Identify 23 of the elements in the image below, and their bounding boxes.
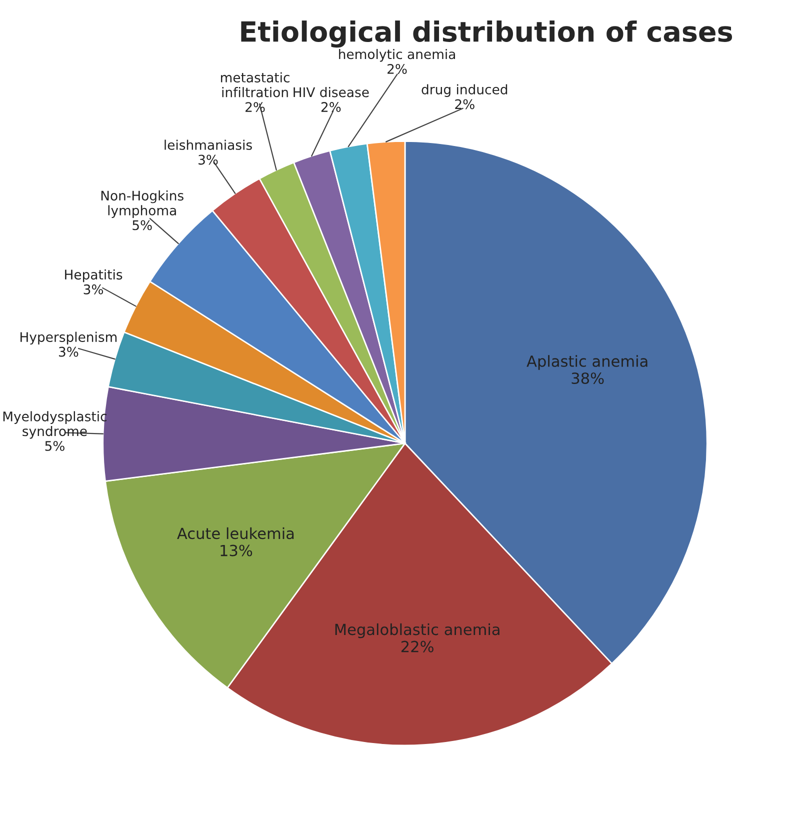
chart-title: Etiological distribution of cases <box>241 20 732 48</box>
slice-label: metastatic infiltration <box>221 72 290 98</box>
data-label: 2% <box>388 64 407 74</box>
slice-label: Hepatitis <box>65 269 122 282</box>
slice-label: Non-Hogkins lymphoma <box>101 190 184 218</box>
slice-label: HIV disease <box>294 87 369 98</box>
data-label: 22% <box>401 640 434 652</box>
data-label: 3% <box>58 346 78 357</box>
data-label: 3% <box>198 154 218 165</box>
data-label: 2% <box>455 99 474 110</box>
slice-label: hemolytic anemia <box>339 48 455 62</box>
data-label: 5% <box>45 440 64 451</box>
slice-label: Acute leukemia <box>177 527 294 540</box>
data-label: 2% <box>321 102 341 112</box>
slice-label: drug induced <box>422 84 508 97</box>
data-label: 5% <box>132 220 152 230</box>
data-label: 38% <box>572 372 604 384</box>
slice-label: Aplastic anemia <box>526 355 648 370</box>
slice-label: Hypersplenism <box>20 332 117 345</box>
data-label: 13% <box>220 544 252 556</box>
slice-label: leishmaniasis <box>164 140 252 150</box>
slice-label: Megaloblastic anemia <box>335 623 500 638</box>
data-label: 3% <box>84 284 104 294</box>
